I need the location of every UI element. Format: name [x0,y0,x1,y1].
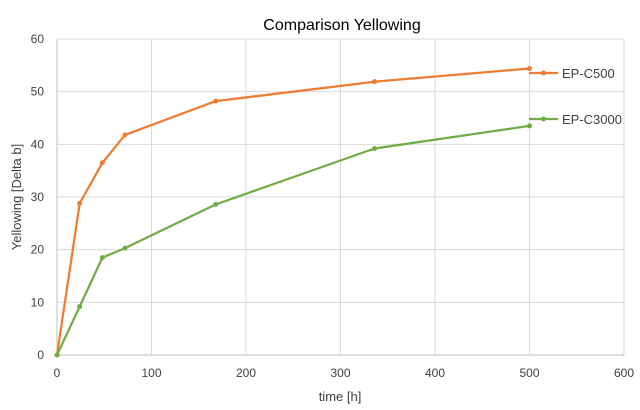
x-tick-label: 100 [141,366,161,380]
gridlines [57,38,625,355]
x-tick-label: 500 [519,366,539,380]
axes [56,39,624,356]
series-ep-c3000 [54,123,532,358]
chart-title: Comparison Yellowing [263,17,420,34]
legend: EP-C500 EP-C3000 [529,66,622,127]
data-point [54,352,60,358]
series-line [55,67,530,356]
y-tick-label: 40 [31,137,45,151]
x-tick-label: 300 [330,366,350,380]
legend-marker [541,70,546,76]
data-point [99,255,105,261]
data-point [77,304,83,310]
data-point [372,79,378,85]
y-tick-labels: 0 10 20 30 40 50 60 [31,32,45,362]
data-point [372,146,378,152]
x-tick-labels: 0 100 200 300 400 500 600 [54,366,635,380]
data-point [122,132,128,138]
series-ep-c500 [54,65,532,358]
x-axis-title: time [h] [319,389,362,404]
y-tick-label: 50 [31,85,45,99]
series-group [54,65,532,358]
y-tick-label: 60 [31,32,45,46]
x-tick-label: 400 [425,366,445,380]
y-axis-title: Yellowing [Delta b] [9,144,24,250]
data-point [213,201,219,207]
y-tick-label: 20 [31,243,45,257]
data-point [527,65,532,71]
data-point [99,160,105,166]
data-point [213,98,219,104]
x-tick-label: 600 [614,366,634,380]
legend-marker [541,116,546,122]
y-tick-label: 0 [37,348,44,362]
y-tick-label: 10 [31,295,45,309]
legend-label: EP-C3000 [562,112,622,127]
data-point [77,200,83,206]
legend-item-ep-c500: EP-C500 [529,66,615,81]
series-line [55,124,530,356]
data-point [527,123,532,129]
legend-label: EP-C500 [562,66,615,81]
legend-item-ep-c3000: EP-C3000 [529,112,622,127]
x-tick-label: 200 [236,366,256,380]
data-point [122,245,128,251]
y-tick-label: 30 [31,190,45,204]
x-tick-label: 0 [54,366,61,380]
